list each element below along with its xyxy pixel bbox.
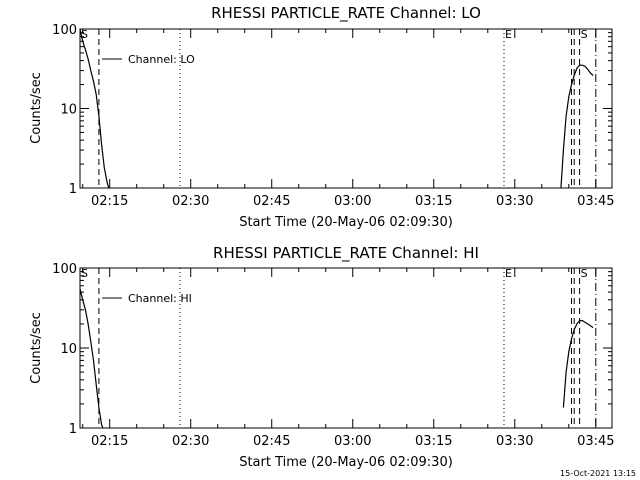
x-tick-label: 02:30 [172, 194, 209, 209]
y-tick-label: 1 [69, 422, 77, 437]
series-line [80, 288, 104, 428]
x-tick-label: 02:45 [253, 194, 290, 209]
x-tick-label: 02:15 [91, 194, 128, 209]
marker-label: S [581, 267, 588, 280]
plot-area: 02:15 02:30 02:45 03:00 03:15 03:30 03:45 1 10 10… [52, 262, 614, 449]
series-line [80, 29, 110, 188]
series-line [560, 64, 594, 188]
legend-label: Channel: HI [128, 292, 192, 305]
marker-label: S [81, 267, 88, 280]
x-tick-label: 03:45 [577, 434, 614, 449]
x-tick-label: 03:15 [415, 194, 452, 209]
x-tick-label: 03:00 [334, 194, 371, 209]
x-tick-label: 02:15 [91, 434, 128, 449]
chart-panel-hi: RHESSI PARTICLE_RATE Channel: HI Counts/… [29, 244, 615, 470]
marker-label: S [581, 28, 588, 41]
y-tick-label: 100 [52, 23, 77, 38]
plot-area: 02:15 02:30 02:45 03:00 03:15 03:30 03:45 1 10 10… [52, 23, 614, 209]
series-line [562, 320, 594, 408]
x-axis-label: Start Time (20-May-06 02:09:30) [239, 215, 453, 230]
y-tick-label: 10 [60, 342, 77, 357]
marker-label: E [505, 267, 512, 280]
y-tick-label: 10 [60, 103, 77, 118]
marker-label: S [81, 28, 88, 41]
y-tick-label: 1 [69, 182, 77, 197]
x-tick-label: 03:15 [415, 434, 452, 449]
x-tick-label: 02:45 [253, 434, 290, 449]
x-tick-label: 03:30 [496, 194, 533, 209]
marker-label: E [505, 28, 512, 41]
y-axis-label: Counts/sec [29, 312, 44, 384]
chart-title: RHESSI PARTICLE_RATE Channel: HI [213, 244, 479, 263]
y-tick-label: 100 [52, 262, 77, 277]
y-axis-label: Counts/sec [29, 72, 44, 144]
chart-panel-lo: RHESSI PARTICLE_RATE Channel: LO Counts/… [29, 4, 615, 230]
x-axis-label: Start Time (20-May-06 02:09:30) [239, 455, 453, 470]
x-tick-label: 02:30 [172, 434, 209, 449]
x-tick-label: 03:45 [577, 194, 614, 209]
x-tick-label: 03:00 [334, 434, 371, 449]
footer-timestamp: 15-Oct-2021 13:15 [560, 469, 636, 478]
legend-label: Channel: LO [128, 53, 195, 66]
x-tick-label: 03:30 [496, 434, 533, 449]
chart-title: RHESSI PARTICLE_RATE Channel: LO [211, 4, 481, 23]
